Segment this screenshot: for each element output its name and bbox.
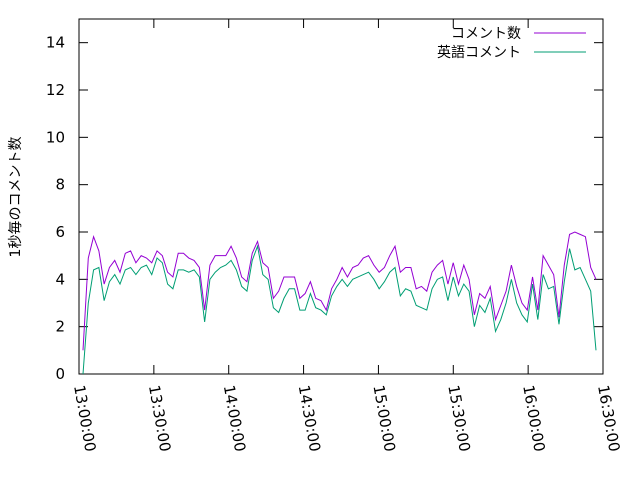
x-tick-label: 16:30:00 <box>594 384 623 453</box>
x-tick-label: 15:00:00 <box>369 384 398 453</box>
y-tick-label: 12 <box>46 81 65 99</box>
y-tick-label: 6 <box>55 223 65 241</box>
x-tick-label: 15:30:00 <box>444 384 473 453</box>
plot-border <box>78 18 604 375</box>
y-tick-label: 4 <box>55 270 65 288</box>
x-tick-label: 14:30:00 <box>295 384 324 453</box>
series-lines <box>82 231 597 375</box>
x-tick-label: 13:00:00 <box>70 384 99 453</box>
legend: コメント数 英語コメント <box>437 26 586 61</box>
x-tick-label: 16:00:00 <box>519 384 548 453</box>
y-axis-ticks: 0 2 4 6 8 10 12 14 <box>46 34 603 383</box>
x-tick-label: 13:30:00 <box>145 384 174 453</box>
y-axis-label: 1秒毎のコメント数 <box>8 137 24 258</box>
legend-label-comments: コメント数 <box>451 26 521 42</box>
x-axis-ticks: 13:00:00 13:30:00 14:00:00 14:30:00 15:00:00… <box>70 19 623 453</box>
series-line-english-comments <box>82 244 597 375</box>
y-tick-label: 2 <box>55 318 65 336</box>
y-tick-label: 14 <box>46 34 65 52</box>
y-tick-label: 8 <box>55 176 65 194</box>
y-tick-label: 0 <box>55 365 65 383</box>
plot-frame <box>78 18 604 375</box>
x-tick-label: 14:00:00 <box>220 384 249 453</box>
legend-label-english-comments: 英語コメント <box>437 44 521 61</box>
y-tick-label: 10 <box>46 128 65 146</box>
series-line-comments <box>82 231 597 351</box>
